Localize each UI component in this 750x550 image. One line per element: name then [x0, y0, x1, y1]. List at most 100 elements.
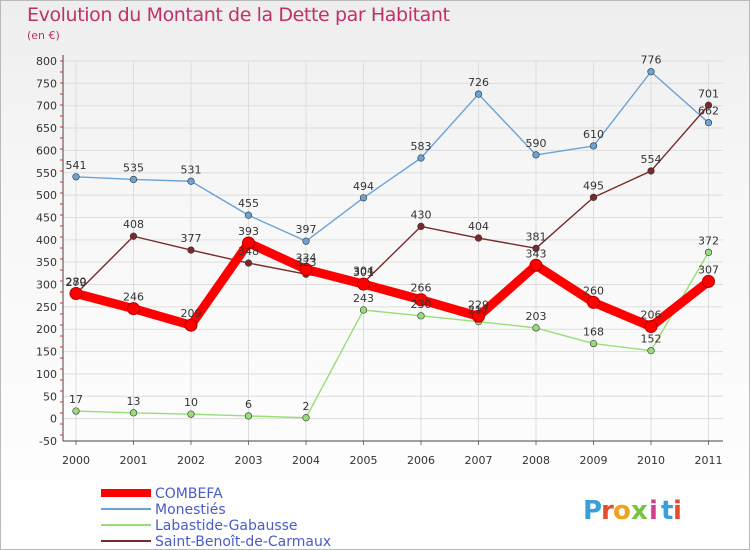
data-label: 243 [353, 292, 374, 305]
data-point-2 [704, 119, 713, 127]
data-label: 590 [526, 137, 547, 150]
data-label: 372 [698, 234, 719, 247]
data-point-1 [587, 295, 600, 309]
y-tick-label: 800 [36, 55, 57, 68]
data-label: 408 [123, 218, 144, 231]
data-label: 776 [641, 54, 662, 67]
data-point-1 [414, 293, 428, 307]
grid-layer [63, 60, 723, 442]
data-label: 455 [238, 197, 259, 210]
data-label: 662 [698, 105, 719, 118]
data-label: 13 [127, 395, 141, 408]
data-label: 203 [526, 310, 547, 323]
data-point-1 [357, 277, 370, 291]
data-label: 701 [698, 87, 719, 100]
data-point-4 [589, 193, 598, 201]
data-point-2 [187, 177, 195, 185]
logo-letter: P [583, 496, 602, 526]
data-point-2 [647, 68, 655, 76]
data-point-4 [417, 222, 425, 231]
y-tick-label: 700 [36, 100, 57, 113]
x-tick-label: 2002 [177, 454, 205, 467]
data-point-3 [589, 339, 598, 348]
y-tick-label: 450 [36, 211, 57, 224]
data-label: 217 [468, 304, 489, 317]
data-label: 304 [353, 265, 374, 278]
data-point-4 [187, 246, 195, 254]
x-tick-label: 2007 [465, 454, 493, 467]
series-line-3 [75, 251, 710, 419]
data-point-2 [589, 142, 598, 150]
data-point-3 [72, 407, 80, 415]
data-point-1 [242, 236, 255, 250]
data-point-4 [474, 234, 483, 242]
data-point-2 [417, 154, 425, 162]
data-label: 531 [181, 163, 202, 176]
chart-title: Evolution du Montant de la Dette par Hab… [27, 4, 450, 26]
x-tick-label: 2006 [407, 454, 435, 467]
legend-label-2: Monestiés [155, 502, 226, 518]
legend-label-4: Saint-Benoît-de-Carmaux [155, 534, 331, 549]
data-point-3 [302, 414, 310, 422]
x-tick-label: 2008 [522, 454, 550, 467]
y-tick-label: 150 [36, 346, 57, 359]
y-tick-label: 0 [50, 413, 57, 426]
data-label: 726 [468, 76, 489, 89]
y-tick-label: 750 [36, 77, 57, 90]
chart-unit: (en €) [27, 29, 60, 42]
data-point-4 [129, 232, 138, 240]
data-label: 246 [123, 291, 144, 304]
data-point-3 [244, 412, 253, 420]
data-point-2 [359, 194, 368, 202]
data-label: 397 [296, 223, 317, 236]
data-label: 279 [66, 276, 87, 289]
y-tick-label: 650 [36, 122, 57, 135]
logo-letter: i [673, 496, 682, 526]
data-point-3 [187, 410, 195, 418]
data-point-1 [184, 318, 198, 332]
data-label: 229 [468, 298, 489, 311]
data-point-3 [129, 409, 138, 417]
data-label: 377 [181, 232, 202, 245]
y-tick-label: 600 [36, 144, 57, 157]
data-label: 6 [245, 398, 252, 411]
logo-letter: t [661, 496, 673, 526]
y-tick-label: -50 [39, 435, 57, 448]
y-tick-label: 400 [36, 234, 57, 247]
data-point-3 [704, 248, 713, 256]
data-point-3 [417, 312, 425, 320]
data-point-2 [474, 90, 483, 98]
logo-letter: r [601, 496, 614, 526]
x-tick-label: 2010 [637, 454, 665, 467]
data-point-3 [532, 324, 540, 332]
data-label: 323 [296, 256, 317, 269]
data-label-layer: 280 246 209 393 334 301 266 229 343 260 206 307 541 5… [66, 54, 720, 413]
data-label: 17 [69, 393, 83, 406]
data-point-3 [647, 347, 655, 355]
legend-label-3: Labastide-Gabausse [155, 518, 298, 534]
data-label: 610 [583, 128, 604, 141]
x-tick-label: 2001 [120, 454, 148, 467]
data-label: 381 [526, 230, 547, 243]
data-label: 495 [583, 179, 604, 192]
data-label: 404 [468, 220, 489, 233]
data-label: 10 [184, 396, 198, 409]
data-label: 307 [698, 263, 719, 276]
y-tick-label: 100 [36, 368, 57, 381]
data-point-2 [244, 211, 253, 219]
x-tick-label: 2000 [62, 454, 90, 467]
series-line-4 [75, 104, 710, 295]
axis-layer: -50 0 50 100 150 200 250 300 350 400 450 500 550 600 6… [36, 55, 723, 467]
y-tick-label: 550 [36, 167, 57, 180]
series-line-2 [75, 71, 710, 242]
data-label: 541 [66, 159, 87, 172]
logo-letter: i [649, 496, 658, 526]
data-label: 494 [353, 180, 374, 193]
data-label: 348 [238, 245, 259, 258]
data-label: 535 [123, 161, 144, 174]
data-label: 168 [583, 326, 604, 339]
data-point-1 [69, 286, 83, 300]
y-tick-label: 50 [43, 390, 57, 403]
